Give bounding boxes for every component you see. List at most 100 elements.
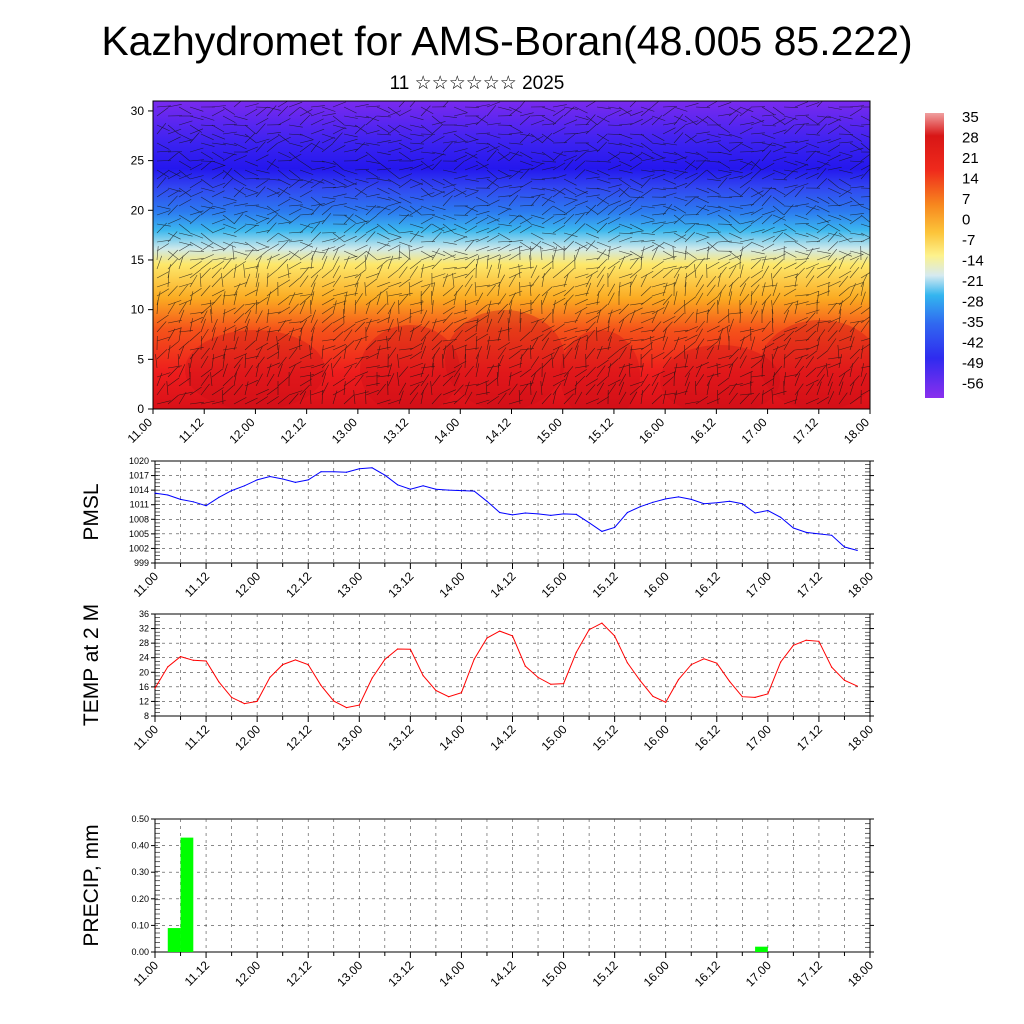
wind-barb: [497, 347, 507, 360]
data-point: [511, 635, 514, 637]
wind-barb: [321, 247, 329, 261]
wind-barb: [717, 232, 729, 243]
wind-barb: [310, 336, 313, 351]
wind-barb: [167, 249, 179, 261]
wind-barb: [717, 196, 733, 198]
wind-barb: [376, 140, 391, 144]
wind-barb: [343, 291, 348, 306]
wind-barb: [321, 213, 332, 225]
wind-barb: [486, 214, 500, 222]
wind-barb: [310, 204, 321, 216]
wind-barb: [706, 381, 710, 396]
wind-barb: [750, 290, 753, 306]
wind-barb: [387, 347, 397, 360]
wind-barb: [332, 356, 342, 369]
wind-barb: [409, 142, 425, 145]
wind-barb: [343, 224, 356, 234]
wind-barb: [255, 106, 271, 108]
wind-barb: [376, 256, 391, 261]
wind-barb: [200, 368, 213, 378]
wind-barb: [332, 300, 337, 315]
wind-barb: [277, 118, 291, 126]
series-line: [154, 622, 858, 709]
y-tick-label: 0.00: [131, 947, 149, 957]
wind-barb: [640, 336, 655, 342]
wind-barb: [464, 324, 478, 333]
wind-barb: [574, 211, 589, 216]
wind-barb: [794, 214, 809, 220]
wind-barb: [343, 255, 358, 261]
wind-barb: [398, 179, 411, 189]
wind-barb: [783, 169, 798, 173]
wind-barb: [497, 282, 501, 297]
wind-barb: [706, 223, 719, 232]
wind-barb: [321, 186, 337, 189]
colorbar-label: -7: [962, 232, 975, 249]
wind-barb: [387, 399, 402, 405]
data-point: [677, 496, 680, 498]
wind-barb: [277, 178, 291, 186]
wind-barb: [211, 182, 226, 189]
colorbar-label: 0: [962, 212, 970, 229]
wind-barb: [695, 257, 705, 270]
wind-barb: [200, 160, 212, 171]
wind-barb: [673, 114, 684, 126]
wind-barb: [805, 247, 814, 261]
wind-barb: [486, 255, 489, 270]
wind-barb: [519, 168, 534, 171]
data-point: [792, 527, 795, 529]
wind-barb: [398, 124, 413, 131]
wind-barb: [607, 328, 615, 342]
wind-barb: [288, 142, 303, 147]
wind-barb: [420, 336, 426, 351]
wind-barb: [761, 114, 776, 117]
wind-barb: [860, 214, 870, 223]
wind-barb: [816, 381, 822, 396]
wind-barb: [244, 204, 260, 207]
data-point: [856, 685, 858, 687]
wind-barb: [310, 160, 326, 163]
colorbar-label: -42: [962, 335, 984, 352]
wind-barb: [794, 348, 809, 351]
wind-barb: [563, 150, 578, 153]
wind-barb: [343, 365, 353, 378]
wind-barb: [299, 319, 307, 333]
wind-barb: [728, 363, 734, 378]
wind-barb: [519, 225, 533, 234]
wind-barb: [233, 336, 239, 351]
wind-barb: [486, 264, 493, 279]
wind-barb: [167, 258, 178, 270]
wind-barb: [684, 223, 696, 234]
wind-barb: [409, 182, 424, 189]
wind-barb: [640, 169, 655, 173]
wind-barb: [541, 123, 556, 126]
wind-barb: [585, 115, 598, 125]
wind-barb: [739, 283, 747, 297]
wind-barb: [331, 363, 334, 378]
wind-barb: [244, 103, 259, 108]
wind-barb: [497, 244, 511, 252]
wind-barb: [222, 142, 237, 146]
wind-barb: [563, 159, 574, 171]
wind-barb: [827, 241, 839, 252]
wind-barb: [354, 214, 368, 223]
wind-barb: [464, 191, 479, 198]
wind-barb: [244, 303, 256, 315]
wind-barb: [519, 331, 531, 342]
wind-barb: [397, 354, 400, 369]
wind-barb: [783, 273, 798, 279]
wind-barb: [519, 214, 532, 224]
wind-barb: [816, 282, 831, 288]
wind-barb: [684, 115, 697, 125]
wind-barb: [409, 381, 424, 387]
wind-barb: [739, 161, 752, 171]
wind-barb: [276, 336, 279, 351]
wind-barb: [244, 224, 257, 234]
wind-barb: [442, 273, 448, 288]
wind-barb: [673, 169, 688, 174]
grid: [155, 461, 870, 563]
wind-barb: [805, 150, 816, 162]
wind-barb: [541, 267, 552, 279]
